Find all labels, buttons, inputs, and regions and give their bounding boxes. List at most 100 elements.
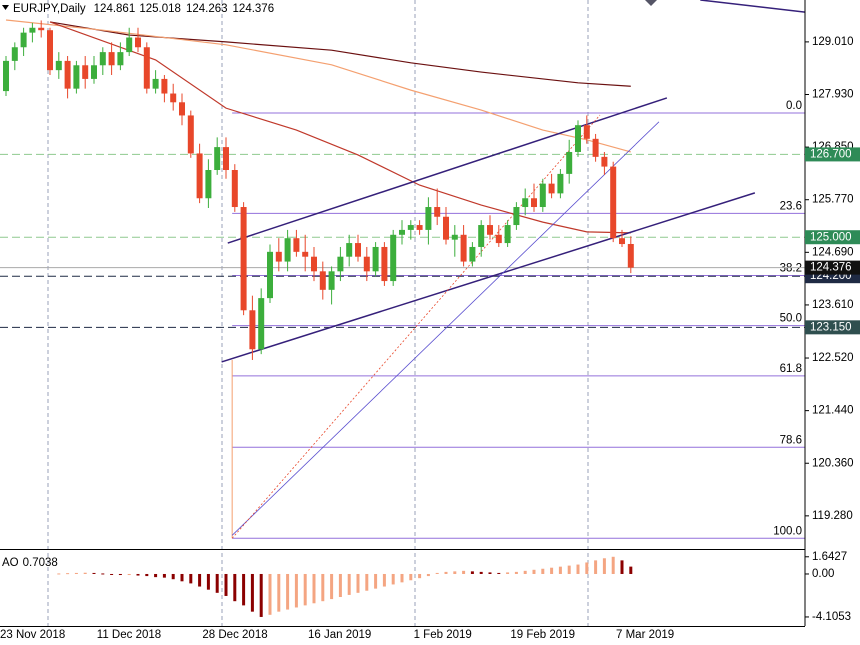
candle-body [478,225,485,247]
candle-body [161,78,168,94]
y-tick-label: 127.930 [812,89,854,101]
ao-bar [206,573,210,590]
candle-body [539,183,546,208]
ao-bar [514,571,518,574]
ao-bar [400,573,404,583]
candle-body [372,246,379,272]
y-tick-label: 124.690 [812,246,854,258]
ao-bar [127,573,131,576]
candle-body [469,246,476,262]
fib-label: 61.8 [780,363,802,375]
collapse-arrow[interactable] [2,5,9,10]
candle-body [619,238,625,245]
candle-body [399,229,405,235]
ao-bar [497,572,501,574]
moving-average [49,21,631,87]
candle-body [443,216,449,240]
candle-body [293,238,300,252]
ao-bar [136,573,140,576]
ao-bar [92,572,96,574]
ao-bar [215,573,219,593]
candle-body [583,125,590,139]
candle-body [522,198,529,208]
ao-bar [409,573,413,581]
ao-bar [382,573,386,587]
ao-bar [479,571,483,574]
candle-body [179,102,185,116]
candle-body [416,225,423,230]
ao-bar [154,573,158,578]
ao-tick-label: -4.1053 [812,611,851,623]
candle-body [223,147,229,171]
ao-bar [356,573,360,593]
ao-bar [462,570,466,574]
trendline [231,121,660,536]
shift-marker[interactable] [645,0,657,6]
ao-bar [250,573,254,612]
ao-bar [101,573,105,575]
y-tick-label: 121.440 [812,405,854,417]
ao-bar [180,573,184,582]
ao-bar [365,573,369,591]
ao-bar [277,573,281,612]
trendline [700,0,805,13]
ao-bar [224,573,228,596]
candle-body [460,234,467,262]
candle-body [187,115,194,154]
price-tag-label: 123.150 [810,321,852,333]
ao-bar [294,573,298,608]
ao-bar [189,573,193,584]
candle-body [487,225,493,235]
candle-body [240,207,247,311]
candle-body [267,251,273,299]
candle-body [214,147,221,171]
candle-body [117,52,124,66]
trendline [231,114,601,539]
ao-bar [488,572,492,574]
ao-bar [523,570,527,574]
candle-body [82,65,89,79]
candle-body [337,256,344,272]
candle-body [231,170,238,208]
ao-bar [118,573,122,576]
y-tick-label: 123.610 [812,299,854,311]
y-tick-label: 122.520 [812,352,854,364]
candle-body [495,234,502,244]
candle-body [311,256,317,272]
y-tick-label: 125.770 [812,194,854,206]
candle-body [504,225,511,244]
candle-body [284,238,291,262]
candle-body [99,52,106,66]
ao-bar [453,571,457,574]
ao-bar [347,573,351,595]
candle-body [20,32,27,48]
ao-value: 0.7038 [23,557,58,569]
ao-bar [321,573,325,602]
ao-bar [611,556,615,574]
ao-tick-label: 1.6427 [812,551,847,563]
ao-tick-label: 0.00 [812,568,834,580]
ao-bar [162,573,166,578]
candle-body [302,251,309,257]
ao-bar [259,573,263,617]
ao-bar [620,560,624,574]
candle-body [64,60,71,89]
x-tick-label: 19 Feb 2019 [510,629,575,641]
ao-bar [66,573,70,575]
candle-body [143,47,150,89]
candle-body [108,52,115,66]
ao-bar [532,569,536,574]
ao-bar [576,564,580,574]
candle-body [355,243,361,257]
ohlc-low: 124.263 [186,3,228,15]
ao-bar [286,573,290,610]
candle-body [407,225,414,230]
ao-bar [602,558,606,574]
ao-bar [338,573,342,598]
x-tick-label: 1 Feb 2019 [414,629,472,641]
ao-bar [567,565,571,574]
moving-average [5,19,631,153]
candle-body [363,256,370,272]
